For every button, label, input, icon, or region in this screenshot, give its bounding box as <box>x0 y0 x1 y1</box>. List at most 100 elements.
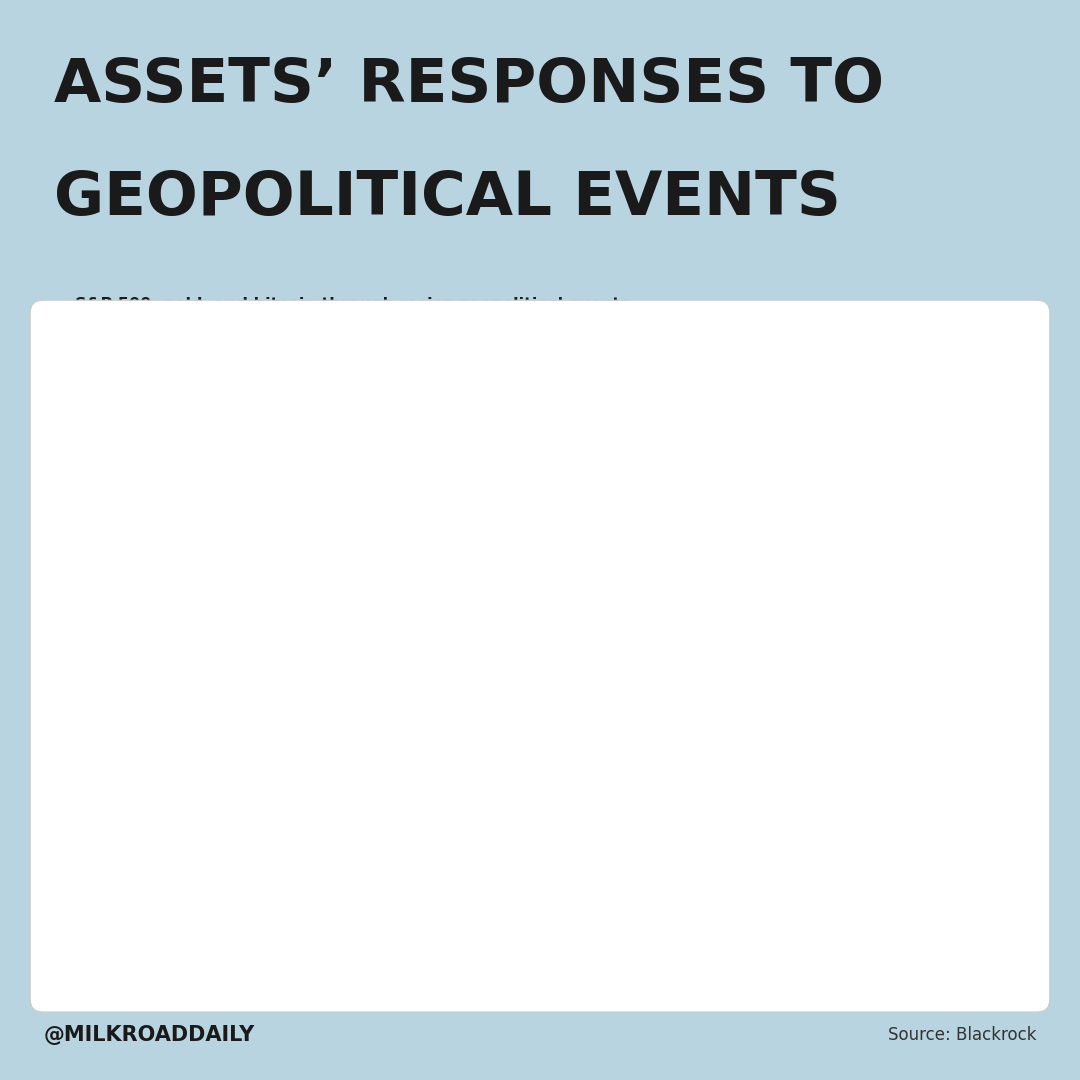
Text: Event: Event <box>81 416 133 431</box>
Text: 10D Return²: 10D Return² <box>515 360 629 378</box>
Text: 3%: 3% <box>832 572 858 588</box>
Bar <box>522 623 608 711</box>
Bar <box>888 623 974 711</box>
Text: 60D Return²: 60D Return² <box>786 360 900 378</box>
Text: 12%: 12% <box>642 485 677 500</box>
Bar <box>432 798 522 885</box>
Text: Mar. 11, 2020: Mar. 11, 2020 <box>329 573 417 586</box>
Bar <box>888 711 974 798</box>
Text: Yen Carry Trade Unwinding³: Yen Carry Trade Unwinding³ <box>78 921 292 935</box>
Text: 1%: 1% <box>463 746 489 761</box>
Bar <box>608 449 711 536</box>
Bar <box>711 536 801 623</box>
Text: 21%: 21% <box>913 572 949 588</box>
Text: SPX: SPX <box>739 416 774 431</box>
Text: -9%: -9% <box>549 572 581 588</box>
Bar <box>888 449 974 536</box>
Text: GEOPOLITICAL EVENTS: GEOPOLITICAL EVENTS <box>54 170 841 228</box>
Bar <box>522 885 608 972</box>
Text: Jan. 3, 2020: Jan. 3, 2020 <box>329 486 406 499</box>
Text: 131%: 131% <box>907 660 955 674</box>
Bar <box>801 449 888 536</box>
Text: 7%: 7% <box>463 660 489 674</box>
Text: 0%: 0% <box>647 921 672 936</box>
Text: 19%: 19% <box>642 660 677 674</box>
Bar <box>711 449 801 536</box>
Bar <box>522 449 608 536</box>
Text: 11%: 11% <box>826 834 863 849</box>
Text: @MILKROADDAILY: @MILKROADDAILY <box>43 1025 255 1045</box>
Text: U.S.-Iran Escalation: U.S.-Iran Escalation <box>78 486 229 499</box>
Bar <box>711 711 801 798</box>
Text: 9%: 9% <box>832 921 858 936</box>
Text: 15%: 15% <box>913 746 949 761</box>
Text: Gold: Gold <box>824 416 865 431</box>
Bar <box>522 536 608 623</box>
Text: Source: Blackrock: Source: Blackrock <box>888 1026 1037 1044</box>
Bar <box>801 885 888 972</box>
Bar <box>711 798 801 885</box>
Text: 2%: 2% <box>743 572 769 588</box>
Bar <box>888 885 974 972</box>
Text: -20%: -20% <box>455 572 498 588</box>
Text: -6%: -6% <box>644 746 675 761</box>
Text: S&P 500, gold, and bitcoin through major geopolitical events: S&P 500, gold, and bitcoin through major… <box>75 297 630 312</box>
Text: 32%: 32% <box>913 834 949 849</box>
Bar <box>801 798 888 885</box>
Text: COVID Outbreak: COVID Outbreak <box>78 572 202 586</box>
Text: Gold: Gold <box>544 416 585 431</box>
Text: Nov. 3, 2020: Nov. 3, 2020 <box>329 660 410 673</box>
Bar <box>801 623 888 711</box>
Bar <box>432 885 522 972</box>
Bar <box>432 623 522 711</box>
Bar <box>608 711 711 798</box>
Text: 0%: 0% <box>552 485 578 500</box>
Text: 9%: 9% <box>832 746 858 761</box>
Text: Aug. 5, 2024: Aug. 5, 2024 <box>329 922 411 935</box>
Text: -7%: -7% <box>740 485 772 500</box>
Bar <box>888 798 974 885</box>
Bar <box>801 711 888 798</box>
Text: 6%: 6% <box>918 921 944 936</box>
Text: Feb. 24, 2022: Feb. 24, 2022 <box>329 747 417 760</box>
Text: BTC: BTC <box>914 416 948 431</box>
Text: -1%: -1% <box>828 660 861 674</box>
Bar <box>432 536 522 623</box>
Bar <box>608 623 711 711</box>
Text: Mar. 9, 2023: Mar. 9, 2023 <box>329 835 409 848</box>
Text: 2%: 2% <box>463 921 489 936</box>
Bar <box>432 711 522 798</box>
Bar <box>608 885 711 972</box>
Text: 10%: 10% <box>738 921 774 936</box>
Text: BTC: BTC <box>642 416 677 431</box>
Bar <box>70 397 432 449</box>
Text: 12%: 12% <box>738 660 774 674</box>
Bar <box>522 798 608 885</box>
Text: 2%: 2% <box>463 485 489 500</box>
Text: 0%: 0% <box>552 921 578 936</box>
Text: -25%: -25% <box>638 572 680 588</box>
Text: ASSETS’ RESPONSES TO: ASSETS’ RESPONSES TO <box>54 56 885 116</box>
Text: 2%: 2% <box>552 746 578 761</box>
Text: 25%: 25% <box>642 834 677 849</box>
Text: Russia Invasion of Ukraine: Russia Invasion of Ukraine <box>78 747 283 761</box>
Bar <box>522 711 608 798</box>
Text: Date¹: Date¹ <box>332 416 381 431</box>
Bar <box>608 536 711 623</box>
Text: U.S. Regional Banking Crisis: U.S. Regional Banking Crisis <box>78 834 295 848</box>
Text: 10%: 10% <box>546 834 582 849</box>
Text: SPX: SPX <box>459 416 495 431</box>
Bar <box>711 623 801 711</box>
Bar <box>608 798 711 885</box>
Bar <box>432 449 522 536</box>
Text: -1%: -1% <box>549 660 580 674</box>
Bar <box>888 536 974 623</box>
Bar <box>711 885 801 972</box>
Text: 3%: 3% <box>743 746 769 761</box>
Text: 4%: 4% <box>743 834 769 849</box>
Text: 20%: 20% <box>913 485 949 500</box>
Text: -2%: -2% <box>460 834 492 849</box>
Bar <box>801 536 888 623</box>
Text: 6%: 6% <box>832 485 858 500</box>
Text: 2020 U.S. Election Challenges: 2020 U.S. Election Challenges <box>78 660 307 674</box>
